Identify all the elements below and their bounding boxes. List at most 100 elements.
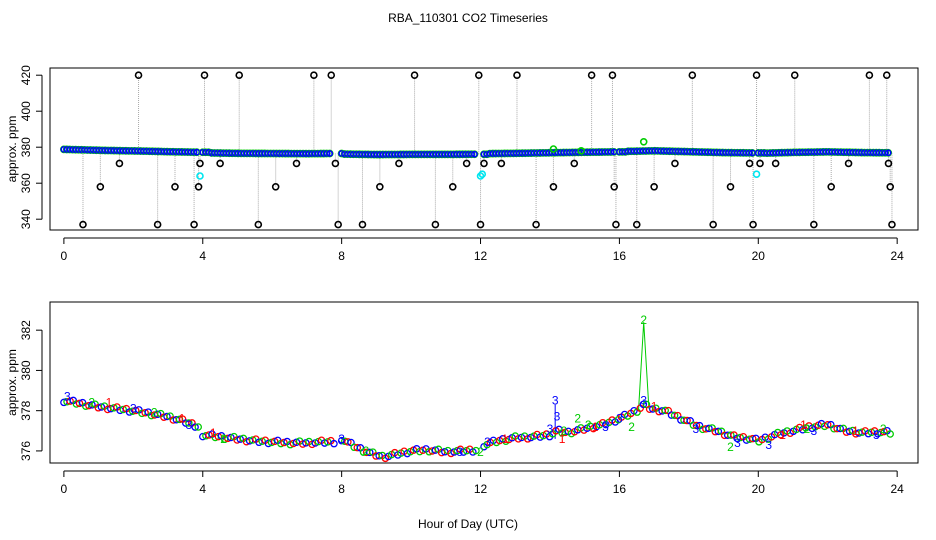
x-tick-label: 4 (199, 482, 206, 496)
spike-point (888, 220, 896, 229)
x-tick-label: 12 (474, 249, 488, 263)
series-digit-label: 2 (880, 422, 887, 436)
series-point (472, 446, 480, 455)
spike-point (480, 159, 488, 168)
series-point (163, 412, 171, 421)
series-point (110, 404, 118, 412)
plot-frame (49, 67, 919, 231)
spike-point (254, 220, 263, 229)
series-digit-label: 3 (64, 390, 71, 404)
y-tick-label: 378 (19, 400, 33, 420)
series-digit-label: 2 (585, 418, 592, 432)
series-point (353, 443, 362, 452)
series-point (88, 401, 96, 409)
spike-point (196, 159, 204, 168)
series-digit-label: 2 (88, 396, 95, 410)
spike-point (844, 159, 853, 168)
spike-point (570, 159, 579, 168)
series-point (823, 421, 832, 429)
spike-point (194, 183, 203, 191)
series-point (705, 424, 713, 433)
series-digit-label: 3 (616, 412, 623, 426)
series-digit-label: 1 (559, 432, 566, 446)
spike-point (884, 159, 893, 168)
spike-point (810, 220, 818, 229)
baseline-point (745, 149, 753, 157)
spike-point (448, 183, 457, 191)
series-point (692, 421, 701, 430)
series-digit-label: 3 (602, 420, 609, 434)
spike-point (190, 220, 198, 229)
series-digit-label: 1 (501, 432, 508, 446)
series-digit-label: 3 (186, 418, 193, 432)
series-point (185, 419, 193, 427)
series-digit-label: 3 (547, 422, 554, 436)
series-point (75, 399, 84, 408)
series-digit-label: 3 (873, 428, 880, 442)
x-tick-label: 0 (61, 249, 68, 263)
spike-point (886, 183, 895, 191)
x-tick-label: 0 (61, 482, 68, 496)
series-digit-label: 2 (727, 440, 734, 454)
series-point (258, 437, 266, 446)
series-point (236, 435, 245, 443)
series-point (366, 448, 374, 457)
series-point (280, 438, 288, 447)
series-point (264, 439, 273, 448)
spike-point (235, 71, 244, 79)
x-tick-label: 8 (338, 249, 345, 263)
spike-point (271, 183, 280, 191)
series-point (437, 448, 446, 457)
x-tick-label: 8 (338, 482, 345, 496)
series-point (639, 400, 648, 409)
spike-point (497, 159, 506, 168)
flag2-point (549, 145, 558, 153)
series-digit-label: 2 (561, 424, 568, 438)
top-panel: 0 4 8 12 16 20 24 340 360 380 400 420 approx. ppm (5, 65, 919, 263)
series-digit-label: 2 (477, 445, 484, 459)
series-digit-label: 1 (852, 424, 859, 438)
series-digit-label: 3 (456, 445, 463, 459)
y-tick-label: 382 (19, 320, 33, 340)
spike-point (752, 71, 761, 79)
spike-point (790, 71, 799, 79)
x-tick-label: 12 (474, 482, 488, 496)
baseline-point (471, 150, 478, 158)
peak-line (638, 322, 650, 411)
baseline-point (607, 148, 615, 156)
spike-point (549, 183, 558, 191)
y-tick-label: 340 (19, 209, 33, 229)
series-point (670, 411, 679, 420)
series-point (375, 452, 383, 460)
spike-point (865, 71, 874, 79)
series-digit-label: 3 (734, 436, 741, 450)
baseline-point (468, 150, 475, 158)
spike-point (96, 183, 105, 191)
y-tick-label: 380 (19, 360, 33, 380)
series-digit-label: 1 (651, 400, 658, 414)
spike-point (726, 183, 735, 191)
series-point (431, 446, 440, 454)
series-point (836, 424, 844, 433)
series-digit-label: 1 (106, 396, 113, 410)
spike-point (292, 159, 301, 168)
series-point (845, 427, 854, 436)
series-point (249, 436, 257, 444)
series-point (97, 403, 106, 411)
spike-point (610, 183, 619, 191)
y-axis-label: approx. ppm (5, 116, 19, 183)
series-point (132, 406, 140, 415)
series-digit-label: 3 (640, 394, 647, 408)
series-digit-label: 2 (363, 444, 370, 458)
spike-point (671, 159, 679, 168)
spike-point (612, 220, 620, 229)
spike-point (431, 220, 440, 229)
baseline-point (881, 149, 889, 157)
chart-title: RBA_110301 CO2 Timeseries (388, 11, 548, 25)
spike-point (327, 71, 336, 79)
series-digit-label: 3 (130, 402, 137, 416)
series-digit-label: 3 (552, 394, 559, 408)
spike-point (115, 159, 124, 168)
